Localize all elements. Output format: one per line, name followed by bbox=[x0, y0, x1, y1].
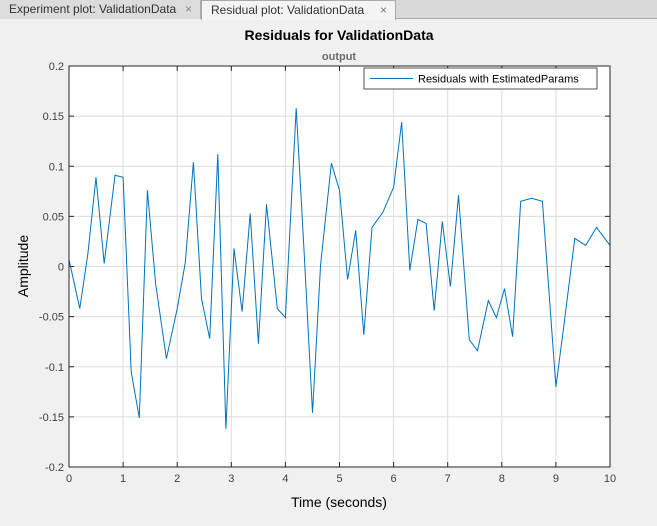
y-tick-label: -0.1 bbox=[45, 362, 64, 374]
y-tick-label: 0.2 bbox=[49, 61, 64, 73]
tab-residual-plot-label: Residual plot: ValidationData bbox=[211, 3, 365, 17]
legend-entry: Residuals with EstimatedParams bbox=[418, 74, 579, 86]
x-axis-label: Time (seconds) bbox=[291, 494, 387, 510]
y-tick-label: -0.05 bbox=[39, 312, 64, 324]
x-tick-label: 5 bbox=[336, 473, 342, 485]
tab-experiment-plot[interactable]: Experiment plot: ValidationData × bbox=[0, 0, 201, 19]
x-tick-label: 8 bbox=[499, 473, 505, 485]
x-tick-labels: 0 1 2 3 4 5 6 7 8 9 10 bbox=[66, 473, 616, 485]
x-tick-label: 6 bbox=[391, 473, 397, 485]
x-tick-label: 2 bbox=[174, 473, 180, 485]
close-icon[interactable]: × bbox=[184, 2, 192, 16]
x-tick-label: 0 bbox=[66, 473, 72, 485]
y-tick-label: -0.2 bbox=[45, 462, 64, 474]
axes-box bbox=[68, 65, 611, 468]
grid bbox=[69, 66, 610, 467]
x-tick-label: 1 bbox=[120, 473, 126, 485]
close-icon[interactable]: × bbox=[379, 3, 387, 17]
x-tick-label: 3 bbox=[228, 473, 234, 485]
x-tick-label: 7 bbox=[445, 473, 451, 485]
legend-box bbox=[363, 67, 598, 90]
y-tick-label: 0.1 bbox=[49, 161, 64, 173]
y-tick-labels: -0.2 -0.15 -0.1 -0.05 0 0.05 0.1 0.15 0.2 bbox=[39, 61, 64, 474]
chart-title: Residuals for ValidationData bbox=[244, 27, 433, 43]
y-tick-label: 0.15 bbox=[43, 111, 64, 123]
x-tick-label: 9 bbox=[553, 473, 559, 485]
y-tick-label: 0 bbox=[58, 262, 64, 274]
y-tick-label: 0.05 bbox=[43, 211, 64, 223]
y-axis-label: Amplitude bbox=[15, 235, 31, 297]
tab-residual-plot[interactable]: Residual plot: ValidationData × bbox=[201, 0, 396, 20]
tab-experiment-plot-label: Experiment plot: ValidationData bbox=[9, 2, 177, 16]
y-tick-label: -0.15 bbox=[39, 412, 64, 424]
series-line bbox=[68, 108, 611, 429]
x-tick-label: 10 bbox=[604, 473, 616, 485]
tab-bar: Experiment plot: ValidationData × Residu… bbox=[0, 0, 657, 20]
chart-subtitle: output bbox=[322, 51, 357, 63]
legend[interactable]: Residuals with EstimatedParams bbox=[363, 67, 598, 90]
residual-plot: Residuals for ValidationData output 0 1 2 3… bbox=[15, 27, 616, 510]
x-tick-label: 4 bbox=[282, 473, 288, 485]
